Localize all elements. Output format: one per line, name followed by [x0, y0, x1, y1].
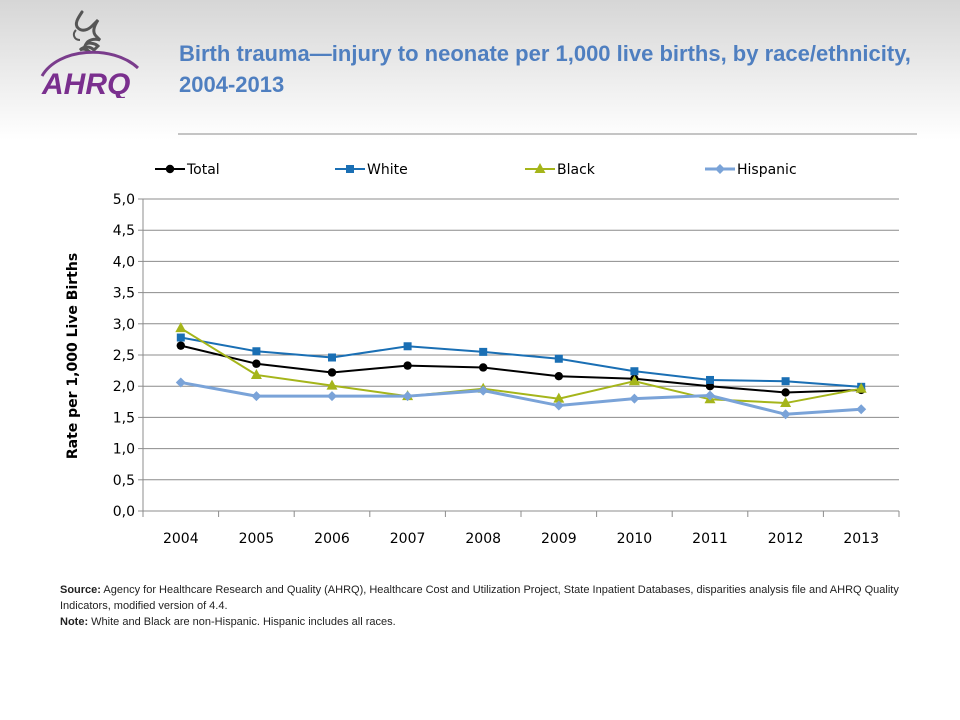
- series-group: [175, 322, 867, 420]
- legend-label: White: [367, 162, 408, 178]
- title-divider: [178, 133, 917, 135]
- x-tick-label: 2013: [843, 531, 879, 547]
- legend-hispanic-marker: [715, 164, 725, 174]
- legend-item-white: White: [335, 162, 408, 178]
- axes: [142, 199, 899, 512]
- y-tick-label: 3,5: [113, 286, 135, 302]
- logo-text: AHRQ: [41, 68, 130, 98]
- point-hispanic-marker: [553, 400, 564, 411]
- point-white-marker: [706, 375, 714, 384]
- point-hispanic-marker: [478, 385, 489, 396]
- series-total: [176, 341, 866, 397]
- grid-lines: [143, 198, 899, 481]
- point-total-marker: [327, 368, 337, 377]
- legend-item-black: Black: [525, 162, 596, 178]
- point-hispanic-marker: [705, 390, 715, 401]
- y-tick-label: 3,0: [113, 317, 135, 333]
- point-hispanic-marker: [780, 409, 791, 420]
- legend-item-total: Total: [155, 162, 220, 178]
- line-chart: 0,00,51,01,52,02,53,03,54,04,55,0 2004 20…: [65, 162, 900, 547]
- series-white: [176, 333, 866, 391]
- x-tick-label: 2011: [692, 531, 728, 547]
- legend-label: Hispanic: [737, 162, 797, 178]
- point-hispanic-marker: [251, 391, 262, 402]
- point-total-marker: [554, 372, 563, 381]
- series-hispanic: [175, 377, 867, 420]
- legend: Total White Black Hispanic: [155, 162, 797, 178]
- x-tick-label: 2009: [541, 531, 577, 547]
- point-hispanic-marker: [629, 393, 640, 404]
- point-total-marker: [479, 363, 488, 372]
- point-total-marker: [252, 359, 261, 368]
- point-white-marker: [479, 347, 488, 356]
- y-tick-label: 4,5: [113, 223, 135, 239]
- point-white-marker: [630, 367, 639, 376]
- point-total-marker: [781, 388, 790, 397]
- x-tick-label: 2006: [314, 531, 350, 547]
- point-hispanic-marker: [402, 391, 413, 402]
- y-tick-label: 2,0: [113, 379, 135, 395]
- legend-item-hispanic: Hispanic: [705, 162, 797, 178]
- hhs-eagle-icon: [72, 10, 102, 54]
- point-black-marker: [326, 379, 338, 390]
- legend-white-marker: [346, 165, 354, 173]
- point-white-marker: [328, 353, 336, 362]
- note-label: Note:: [60, 616, 89, 628]
- y-tick-label: 1,5: [113, 410, 135, 426]
- legend-black-marker: [534, 163, 546, 173]
- point-black-marker: [855, 382, 867, 393]
- y-axis-ticks: 0,0 0,5 1,0 1,5 2,0 2,5 3,0 3,5 4,0 4,5 5,0: [113, 192, 143, 520]
- y-tick-label: 4,0: [113, 254, 135, 270]
- y-tick-label: 2,5: [113, 348, 135, 364]
- point-hispanic-marker: [175, 377, 186, 388]
- y-tick-label: 0,5: [113, 473, 135, 489]
- point-hispanic-marker: [327, 391, 337, 402]
- point-black-marker: [553, 392, 565, 403]
- series-black: [175, 322, 867, 408]
- x-tick-label: 2012: [768, 531, 804, 547]
- note-text: White and Black are non-Hispanic. Hispan…: [91, 616, 396, 628]
- legend-label: Total: [186, 162, 220, 178]
- point-hispanic-marker: [856, 404, 867, 415]
- x-tick-label: 2004: [163, 531, 199, 547]
- series-line-white: [180, 336, 862, 388]
- series-line-black: [180, 327, 862, 405]
- point-white-marker: [176, 333, 185, 342]
- point-white-marker: [403, 342, 412, 351]
- series-line-total: [180, 344, 862, 394]
- point-white-marker: [781, 377, 790, 386]
- y-tick-label: 5,0: [113, 192, 135, 208]
- legend-total-marker: [165, 164, 175, 174]
- series-line-hispanic: [180, 380, 862, 416]
- y-tick-label: 1,0: [113, 442, 135, 458]
- x-tick-label: 2007: [390, 531, 426, 547]
- source-label: Source:: [60, 584, 101, 596]
- point-total-marker: [403, 361, 412, 370]
- ahrq-logo: AHRQ: [40, 10, 140, 98]
- point-total-marker: [705, 382, 715, 391]
- x-tick-label: 2010: [617, 531, 653, 547]
- x-axis-ticks: 2004 2005 2006 2007 2008 2009 2010 2011 2012 2013: [142, 511, 900, 547]
- y-tick-label: 0,0: [113, 504, 135, 520]
- footnotes: Source: Agency for Healthcare Research a…: [60, 582, 900, 630]
- source-text: Agency for Healthcare Research and Quali…: [60, 584, 899, 612]
- x-tick-label: 2005: [239, 531, 275, 547]
- source-note: Source: Agency for Healthcare Research a…: [60, 582, 900, 614]
- logo-swoosh-icon: [40, 50, 140, 77]
- point-black-marker: [250, 368, 262, 379]
- legend-label: Black: [557, 162, 596, 178]
- point-black-marker: [175, 322, 187, 333]
- point-white-marker: [252, 347, 261, 356]
- race-note: Note: White and Black are non-Hispanic. …: [60, 614, 900, 630]
- y-axis-label: Rate per 1,000 Live Births: [65, 253, 81, 459]
- point-black-marker: [628, 375, 640, 386]
- point-black-marker: [780, 397, 792, 408]
- point-total-marker: [176, 341, 185, 350]
- x-tick-label: 2008: [465, 531, 501, 547]
- page-title: Birth trauma—injury to neonate per 1,000…: [179, 41, 911, 97]
- point-white-marker: [554, 354, 563, 363]
